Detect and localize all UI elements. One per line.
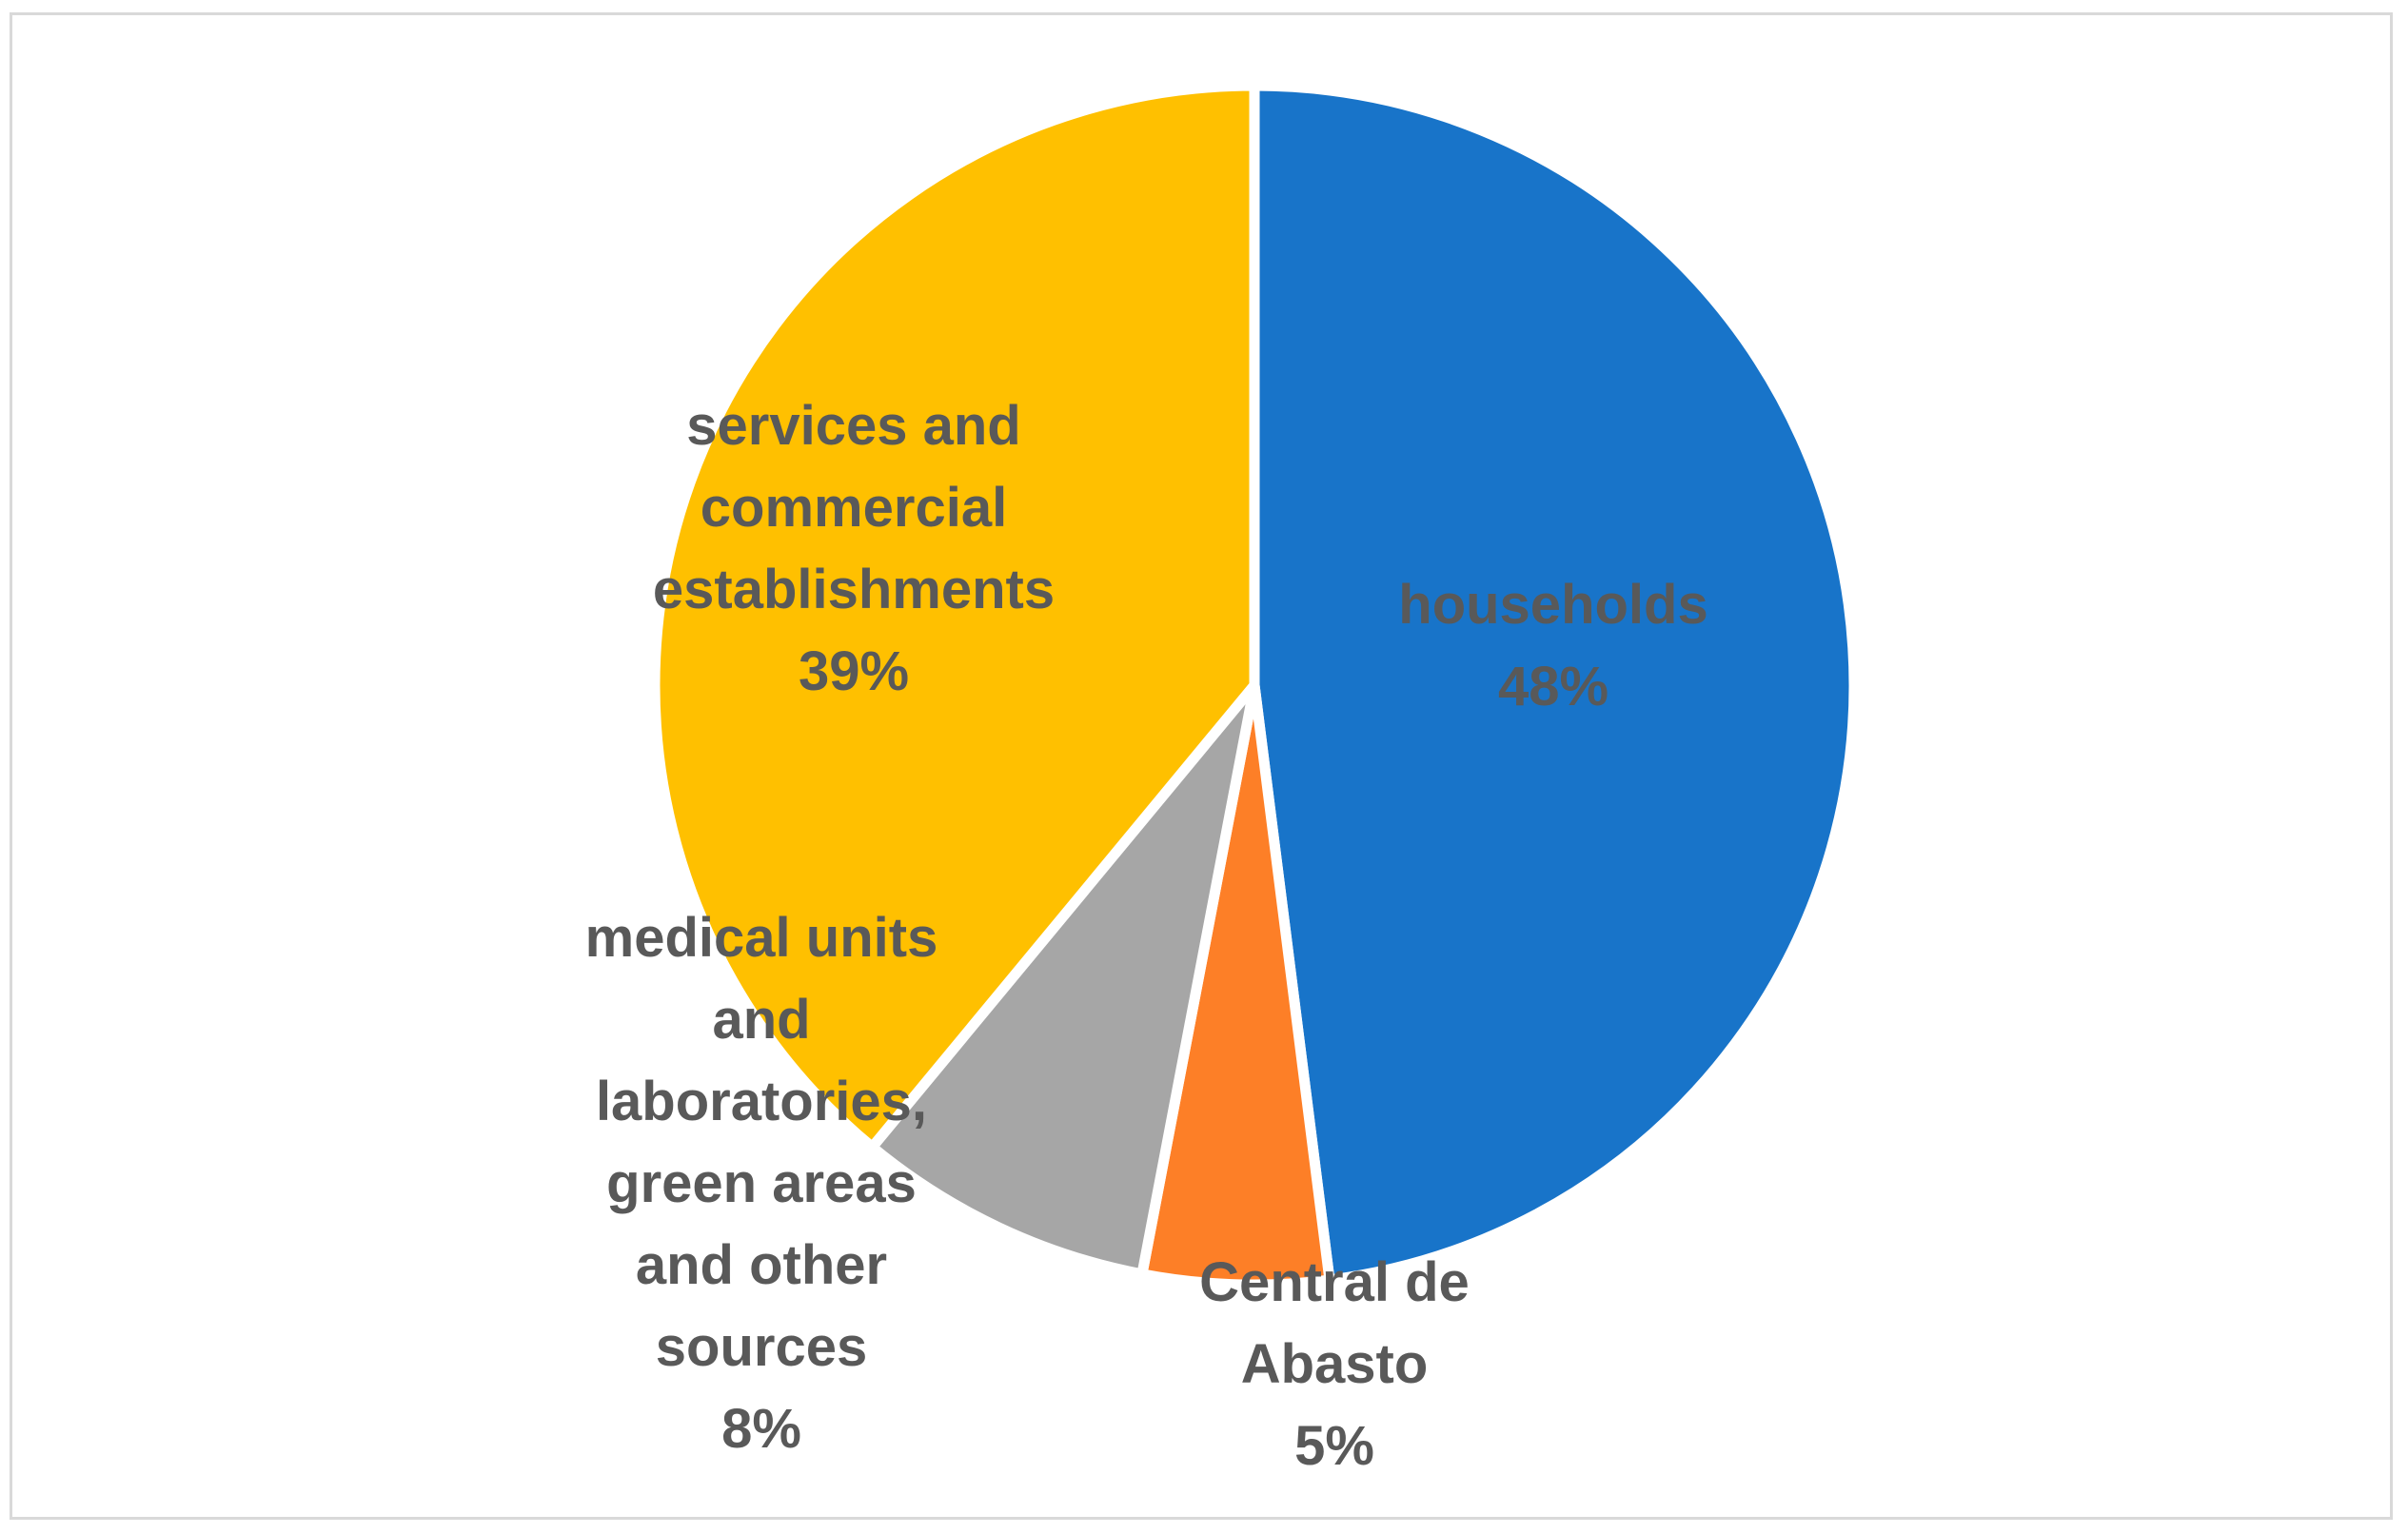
pie-slice-central-de-abasto xyxy=(1135,683,1336,1290)
data-label-medical-units-green-areas-other: medical units and laboratories, green areas… xyxy=(585,907,938,1460)
pie-slice-households xyxy=(1249,80,1860,1287)
data-label-percent: 8% xyxy=(721,1398,801,1460)
data-label-services-commercial: services and commercial establishments 39% xyxy=(653,395,1055,702)
data-label-text: medical units xyxy=(585,907,938,969)
data-label-text: sources xyxy=(656,1316,867,1378)
data-label-text: laboratories, xyxy=(596,1071,927,1132)
data-label-text: services and xyxy=(686,395,1020,457)
data-label-text: commercial xyxy=(701,477,1007,539)
data-label-text: and xyxy=(712,989,810,1051)
data-label-households: households 48% xyxy=(1398,574,1707,718)
data-label-central-de-abasto: Central de Abasto 5% xyxy=(1199,1251,1470,1477)
data-label-text: households xyxy=(1398,574,1707,636)
data-label-text: green areas xyxy=(606,1152,917,1214)
data-label-text: Central de xyxy=(1199,1251,1470,1313)
pie-slice-services-commercial xyxy=(649,80,1260,1155)
data-label-percent: 48% xyxy=(1498,656,1609,718)
data-label-text: establishments xyxy=(653,559,1055,620)
data-label-percent: 5% xyxy=(1294,1415,1374,1477)
data-label-text: and other xyxy=(636,1234,887,1296)
pie-slice-medical-units-green-areas-other xyxy=(864,681,1260,1281)
pie-slices xyxy=(649,80,1860,1290)
data-label-percent: 39% xyxy=(799,640,909,702)
pie-data-labels: households 48% Central de Abasto 5% medical u… xyxy=(585,395,1708,1477)
data-label-text: Abasto xyxy=(1241,1333,1429,1395)
